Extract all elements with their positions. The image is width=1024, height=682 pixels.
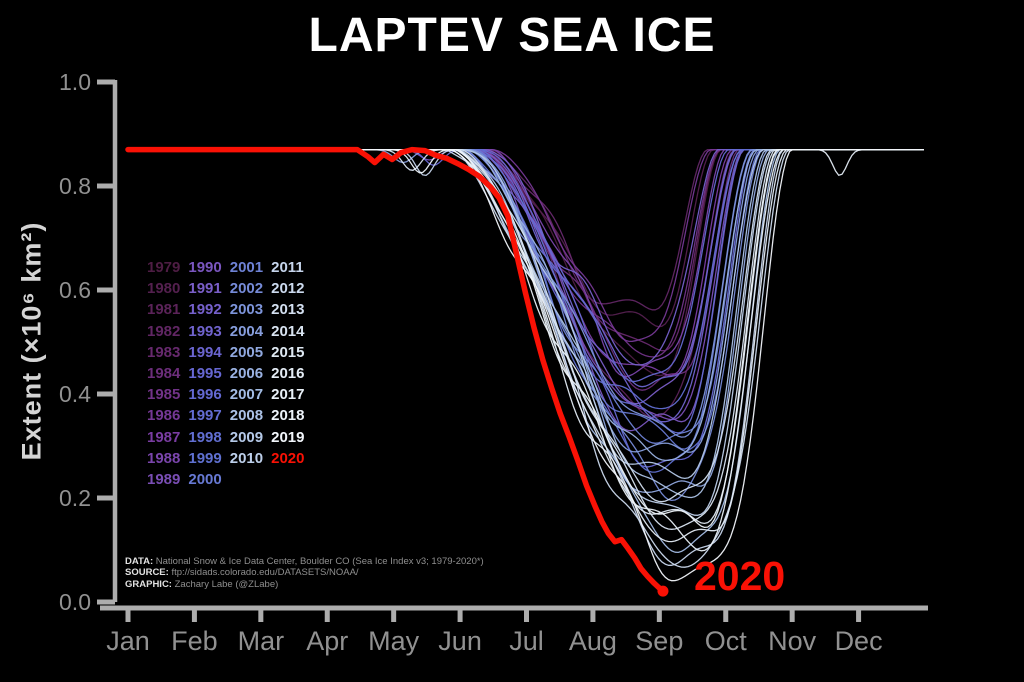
x-tick-label: Sep [635,626,683,656]
legend-year-2007: 2007 [229,386,264,404]
legend-year-1990: 1990 [188,259,222,276]
x-tick-label: Jun [438,626,482,656]
credit-label: DATA: [125,556,154,567]
year-line-2020 [125,146,666,594]
legend-year-1998: 1998 [188,428,222,446]
y-tick-label: 0.8 [59,173,91,199]
credit-label: SOURCE: [125,567,169,579]
legend-year-2004: 2004 [229,322,264,340]
legend-year-1997: 1997 [188,407,222,425]
legend-year-2013: 2013 [271,301,305,319]
y-tick-label: 0.4 [59,381,91,407]
legend-year-2001: 2001 [229,259,264,276]
legend-year-2005: 2005 [229,343,264,361]
x-tick-label: Feb [171,626,218,656]
y-tick-label: 1.0 [59,69,91,95]
legend-year-2014: 2014 [271,322,305,340]
legend-year-2000: 2000 [188,470,222,488]
legend-column-4: 2011 2012 2013 2014 2015 2016 2017 2018 2019 2020 [271,257,304,490]
legend-year-2020: 2020 [271,449,305,467]
credits-block: DATA: National Snow & Ice Data Center, B… [125,556,484,590]
legend-year-1985: 1985 [147,386,181,404]
legend-year-1983: 1983 [147,343,181,361]
x-tick-label: Jan [106,626,150,656]
x-tick-label: Nov [768,626,817,656]
x-tick-label: Aug [569,626,617,656]
legend-year-2016: 2016 [271,364,305,382]
legend-year-2015: 2015 [271,343,305,361]
line-2020-end-dot [657,585,669,597]
x-tick-label: Dec [835,626,883,656]
legend-year-1991: 1991 [188,280,222,298]
chart-title: LAPTEV SEA ICE [308,9,716,62]
legend-year-1981: 1981 [147,301,181,319]
legend-year-2017: 2017 [271,386,305,404]
credit-line-3: GRAPHIC: Zachary Labe (@ZLabe) [125,579,484,590]
legend-year-1988: 1988 [147,449,181,467]
legend-year-2006: 2006 [229,364,264,382]
legend-year-2010: 2010 [229,449,264,467]
legend-year-2012: 2012 [271,280,305,298]
legend-year-2009: 2009 [229,428,264,446]
legend-year-1993: 1993 [188,322,222,340]
credit-text: National Snow & Ice Data Center, Boulder… [153,556,484,567]
y-tick-label: 0.2 [59,485,91,511]
legend-year-2011: 2011 [271,259,304,276]
x-tick-label: Apr [306,626,348,656]
x-tick-label: Jul [509,626,544,656]
credit-label: GRAPHIC: [125,578,172,590]
y-tick-label: 0.6 [59,277,91,303]
legend-year-1980: 1980 [147,280,181,298]
credit-text: ftp://sidads.colorado.edu/DATASETS/NOAA/ [168,567,359,579]
year-legend: 1979 1980 1981 1982 1983 1984 1985 1986 1987 1988… [147,257,305,490]
credit-line-1: DATA: National Snow & Ice Data Center, B… [125,556,484,567]
legend-year-1992: 1992 [188,301,222,319]
legend-column-1: 1979 1980 1981 1982 1983 1984 1985 1986 1987 1988… [147,257,180,490]
y-axis-label: Extent (×10⁶ km²) [16,221,47,461]
y-tick-label: 0.0 [59,589,91,615]
annotation-2020: 2020 [694,553,786,599]
x-tick-label: Mar [238,626,285,656]
legend-year-1979: 1979 [147,259,181,276]
legend-year-1986: 1986 [147,407,181,425]
legend-year-1994: 1994 [188,343,222,361]
legend-year-1995: 1995 [188,364,222,382]
legend-year-1987: 1987 [147,428,181,446]
credit-line-2: SOURCE: ftp://sidads.colorado.edu/DATASE… [125,567,484,578]
legend-year-2018: 2018 [271,407,305,425]
legend-column-2: 1990 1991 1992 1993 1994 1995 1996 1997 1998 1999… [188,257,221,490]
legend-year-1982: 1982 [147,322,181,340]
legend-column-3: 2001 2002 2003 2004 2005 2006 2007 2008 2009 2010 [230,257,263,490]
legend-year-2003: 2003 [229,301,264,319]
x-tick-label: May [368,626,420,656]
legend-year-1996: 1996 [188,386,222,404]
credit-text: Zachary Labe (@ZLabe) [171,578,279,590]
legend-year-1984: 1984 [147,364,181,382]
legend-year-1999: 1999 [188,449,222,467]
legend-year-2008: 2008 [229,407,264,425]
legend-year-1989: 1989 [147,470,181,488]
x-tick-label: Oct [705,626,748,656]
legend-year-2019: 2019 [271,428,305,446]
legend-year-2002: 2002 [229,280,264,298]
